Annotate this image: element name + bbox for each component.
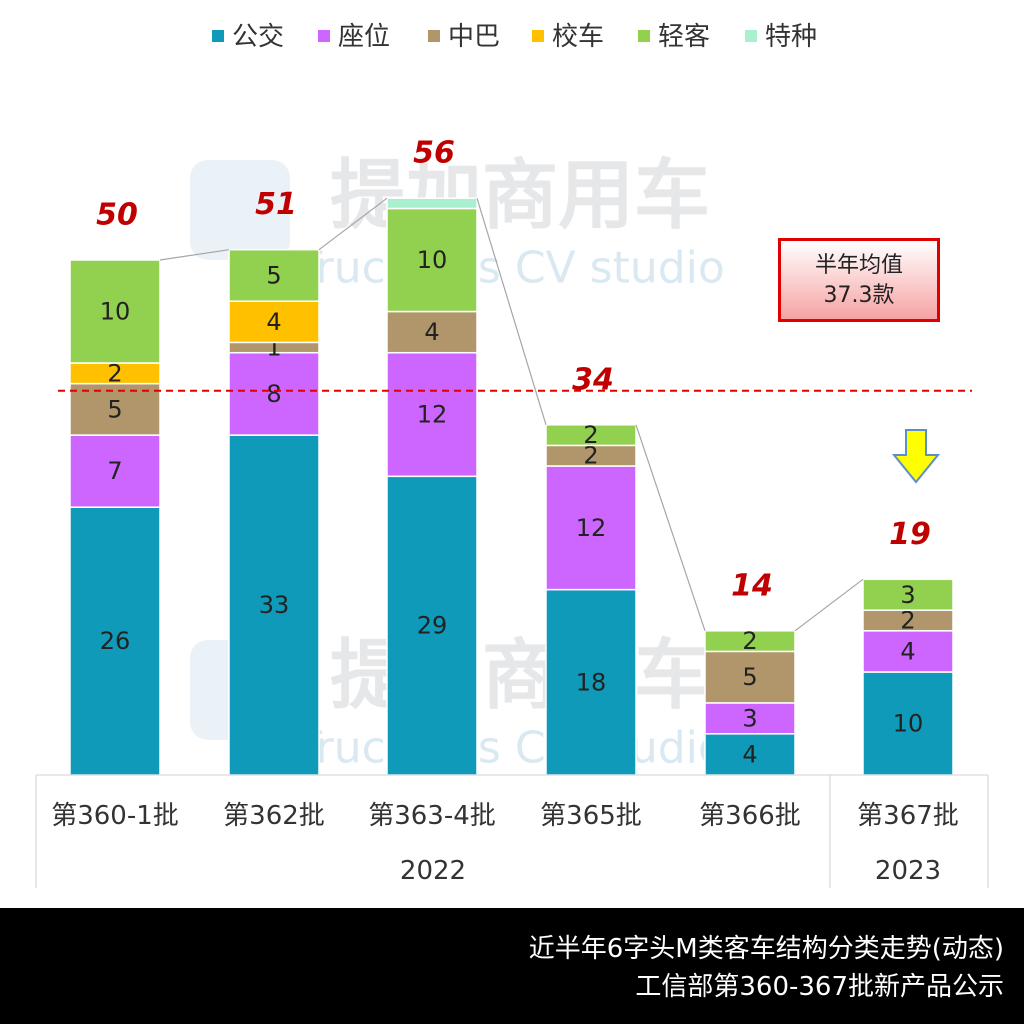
segment-value-label: 5 — [107, 395, 122, 423]
bar-total-label: 19 — [889, 517, 931, 552]
group-label-2022: 2022 — [400, 856, 466, 886]
legend-label: 特种 — [765, 22, 817, 52]
legend-swatch — [318, 30, 330, 42]
legend-label: 座位 — [338, 22, 390, 52]
bar-segment — [704, 630, 796, 653]
bar-total-label: 51 — [255, 187, 297, 222]
bar-segment — [228, 434, 320, 776]
segment-value-label: 10 — [893, 710, 924, 738]
segment-value-label: 33 — [259, 591, 290, 619]
x-tick-label: 第360-1批 — [51, 801, 179, 831]
x-tick-label: 第366批 — [699, 801, 801, 831]
bar-segment — [704, 702, 796, 735]
x-tick-label: 第367批 — [857, 801, 959, 831]
x-tick-label: 第363-4批 — [368, 801, 496, 831]
bar-segment — [545, 465, 637, 591]
bar-total-label: 14 — [731, 568, 773, 603]
bar-segment — [862, 671, 954, 776]
bar-segment — [862, 578, 954, 611]
segment-value-label: 12 — [417, 401, 448, 429]
segment-value-label: 29 — [417, 612, 448, 640]
legend-label: 公交 — [232, 22, 284, 52]
bar-total-label: 34 — [572, 362, 614, 397]
segment-value-label: 4 — [424, 318, 439, 346]
footer-title: 近半年6字头M类客车结构分类走势(动态) — [528, 934, 1004, 964]
average-box-value: 37.3款 — [823, 283, 895, 308]
segment-value-label: 2 — [583, 442, 598, 470]
legend-label: 中巴 — [448, 22, 500, 52]
legend-label: 校车 — [552, 22, 604, 52]
bar-segment — [386, 197, 478, 210]
watermark-text-en: TruckPlus CV studio — [294, 243, 725, 294]
bar-segment — [228, 248, 320, 302]
connector-line — [635, 424, 706, 631]
segment-value-label: 3 — [742, 704, 757, 732]
bar-segment — [862, 630, 954, 673]
bar-segment — [228, 351, 320, 436]
segment-value-label: 4 — [742, 740, 757, 768]
bar-segment — [69, 259, 161, 364]
average-annotation-box: 半年均值 37.3款 — [778, 238, 940, 322]
segment-value-label: 10 — [417, 246, 448, 274]
group-label-2023: 2023 — [875, 856, 941, 886]
segment-value-label: 10 — [100, 298, 131, 326]
bar-segment — [386, 310, 478, 354]
segment-value-label: 4 — [266, 308, 281, 336]
segment-value-label: 5 — [742, 663, 757, 691]
footer-banner: 近半年6字头M类客车结构分类走势(动态) 工信部第360-367批新产品公示 — [0, 908, 1024, 1024]
segment-value-label: 5 — [266, 261, 281, 289]
segment-value-label: 8 — [266, 380, 281, 408]
connector-line — [476, 198, 547, 425]
legend-swatch — [532, 30, 544, 42]
watermark-text-en: TruckPlus CV studio — [294, 723, 725, 774]
bar-segment — [545, 424, 637, 447]
connector-line — [159, 249, 230, 261]
down-arrow-icon — [891, 429, 941, 484]
average-box-title: 半年均值 — [814, 253, 903, 278]
segment-value-label: 4 — [900, 637, 915, 665]
bar-segment — [545, 588, 637, 776]
segment-value-label: 2 — [583, 421, 598, 449]
legend-label: 轻客 — [658, 22, 710, 52]
segment-value-label: 12 — [576, 514, 607, 542]
legend-swatch — [745, 30, 757, 42]
x-tick-label: 第365批 — [540, 801, 642, 831]
bar-segment — [228, 300, 320, 344]
bar-segment — [386, 207, 478, 313]
watermark-logo-icon — [190, 160, 290, 260]
legend-swatch — [638, 30, 650, 42]
bar-total-label: 50 — [96, 198, 138, 233]
x-tick-label: 第362批 — [223, 801, 325, 831]
segment-value-label: 3 — [900, 581, 915, 609]
legend-swatch — [212, 30, 224, 42]
bar-segment — [704, 733, 796, 776]
segment-value-label: 18 — [576, 668, 607, 696]
segment-value-label: 2 — [107, 359, 122, 387]
segment-value-label: 2 — [900, 607, 915, 635]
footer-subtitle: 工信部第360-367批新产品公示 — [635, 972, 1004, 1002]
bar-total-label: 56 — [413, 136, 455, 171]
bar-segment — [386, 475, 478, 776]
segment-value-label: 7 — [107, 457, 122, 485]
connector-line — [318, 197, 388, 251]
segment-value-label: 2 — [742, 627, 757, 655]
connector-line — [794, 578, 864, 632]
legend-swatch — [428, 30, 440, 42]
segment-value-label: 26 — [100, 627, 131, 655]
